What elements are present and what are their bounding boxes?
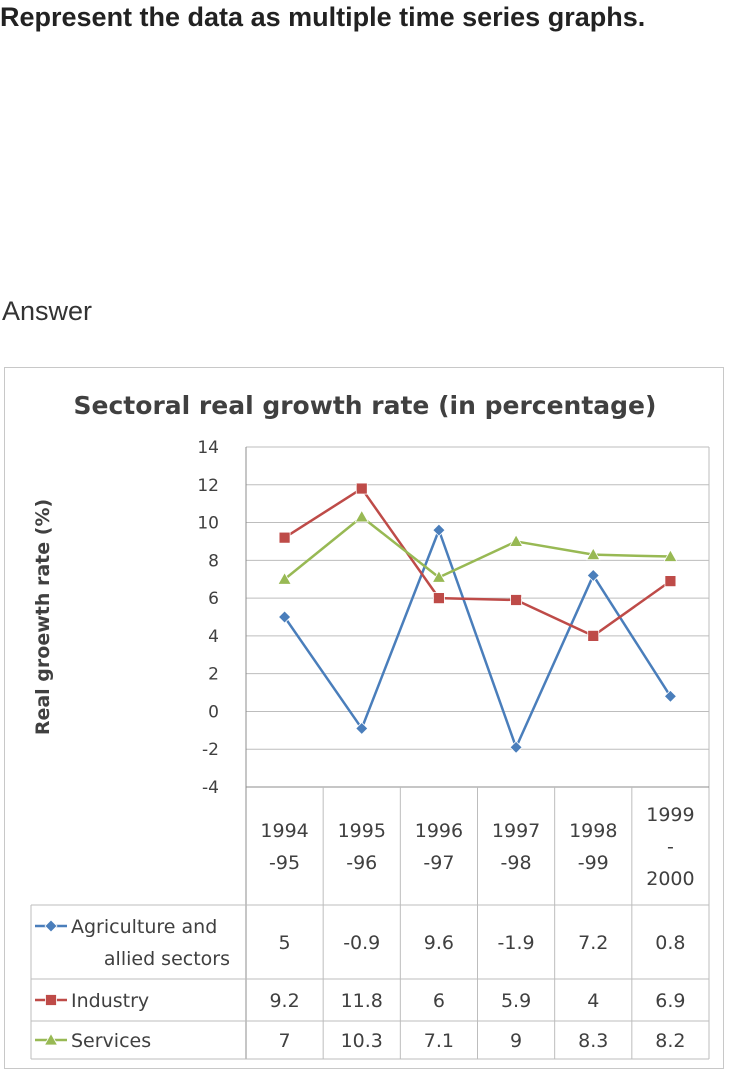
data-point-marker bbox=[587, 629, 600, 642]
data-table-value: 5 bbox=[279, 932, 291, 954]
series-line bbox=[283, 528, 672, 749]
data-point-marker bbox=[433, 592, 445, 605]
series-line bbox=[283, 515, 671, 581]
data-table-value: 4 bbox=[587, 990, 599, 1012]
data-point-marker bbox=[354, 509, 369, 523]
series-line bbox=[283, 487, 672, 638]
x-category-label: 1994 bbox=[260, 820, 308, 842]
data-point-marker bbox=[510, 594, 522, 606]
x-category-label: 1999 bbox=[646, 804, 694, 826]
data-table-value: 5.9 bbox=[501, 990, 531, 1012]
answer-heading: Answer bbox=[2, 296, 93, 326]
data-point-marker bbox=[278, 531, 291, 544]
data-point-marker bbox=[664, 575, 677, 588]
data-point-marker bbox=[278, 610, 292, 624]
data-table-value: 6.9 bbox=[655, 990, 685, 1012]
x-category-label: 1995 bbox=[338, 820, 386, 842]
y-tick-label: 14 bbox=[197, 438, 219, 458]
y-tick-label: 12 bbox=[197, 476, 219, 496]
data-table-value: 7.2 bbox=[578, 932, 608, 954]
question-text: Represent the data as multiple time seri… bbox=[0, 2, 646, 32]
y-tick-label: 6 bbox=[208, 589, 219, 609]
legend-key-marker bbox=[44, 919, 58, 933]
data-table-value: 10.3 bbox=[341, 1030, 383, 1052]
series-name: allied sectors bbox=[104, 948, 230, 970]
data-point-marker bbox=[355, 721, 369, 736]
data-table-value: 9 bbox=[510, 1030, 522, 1052]
y-tick-label: 2 bbox=[208, 665, 219, 685]
series-name: Services bbox=[71, 1030, 151, 1052]
legend-key-marker bbox=[45, 994, 57, 1006]
data-table-value: -0.9 bbox=[343, 932, 380, 954]
y-axis-label: Real groewth rate (%) bbox=[32, 499, 54, 735]
data-point-marker bbox=[586, 547, 601, 561]
x-category-label: -99 bbox=[578, 852, 609, 874]
chart-title: Sectoral real growth rate (in percentage… bbox=[74, 391, 657, 420]
data-point-marker bbox=[663, 549, 678, 562]
data-point-marker bbox=[432, 523, 446, 537]
data-point-marker bbox=[663, 689, 677, 703]
data-point-marker bbox=[586, 568, 600, 583]
data-point-marker bbox=[355, 482, 368, 495]
x-category-label: -96 bbox=[346, 852, 377, 874]
x-category-label: 2000 bbox=[646, 868, 694, 890]
x-category-label: 1996 bbox=[415, 820, 463, 842]
data-point-marker bbox=[431, 570, 447, 583]
data-table-value: 8.3 bbox=[578, 1030, 608, 1052]
chart-figure: Sectoral real growth rate (in percentage… bbox=[4, 367, 724, 1069]
data-point-marker bbox=[277, 571, 292, 585]
y-tick-label: -2 bbox=[202, 740, 219, 760]
data-table-value: 9.6 bbox=[424, 932, 454, 954]
legend-key-marker bbox=[43, 1032, 59, 1046]
x-category-label: - bbox=[667, 836, 674, 858]
x-category-label: 1998 bbox=[569, 820, 617, 842]
y-tick-label: 0 bbox=[208, 702, 219, 722]
data-table-value: 8.2 bbox=[655, 1030, 685, 1052]
line-chart: Sectoral real growth rate (in percentage… bbox=[30, 391, 710, 1060]
data-table-value: 11.8 bbox=[341, 990, 383, 1012]
data-table-value: 0.8 bbox=[655, 932, 685, 954]
x-category-label: 1997 bbox=[492, 820, 540, 842]
data-table-value: 6 bbox=[433, 990, 445, 1012]
y-tick-label: 8 bbox=[208, 551, 219, 571]
x-category-label: -95 bbox=[269, 852, 300, 874]
data-point-marker bbox=[508, 534, 524, 547]
data-table-value: -1.9 bbox=[498, 932, 535, 954]
data-table-value: 9.2 bbox=[269, 990, 299, 1012]
y-tick-label: -4 bbox=[202, 778, 219, 798]
series-name: Industry bbox=[71, 990, 149, 1012]
data-table-value: 7 bbox=[279, 1030, 291, 1052]
data-table-value: 7.1 bbox=[424, 1030, 454, 1052]
series-name: Agriculture and bbox=[71, 916, 217, 938]
x-category-label: -97 bbox=[423, 852, 454, 874]
x-category-label: -98 bbox=[501, 852, 532, 874]
y-tick-label: 4 bbox=[208, 627, 219, 647]
y-tick-label: 10 bbox=[197, 514, 219, 534]
data-point-marker bbox=[509, 740, 523, 754]
